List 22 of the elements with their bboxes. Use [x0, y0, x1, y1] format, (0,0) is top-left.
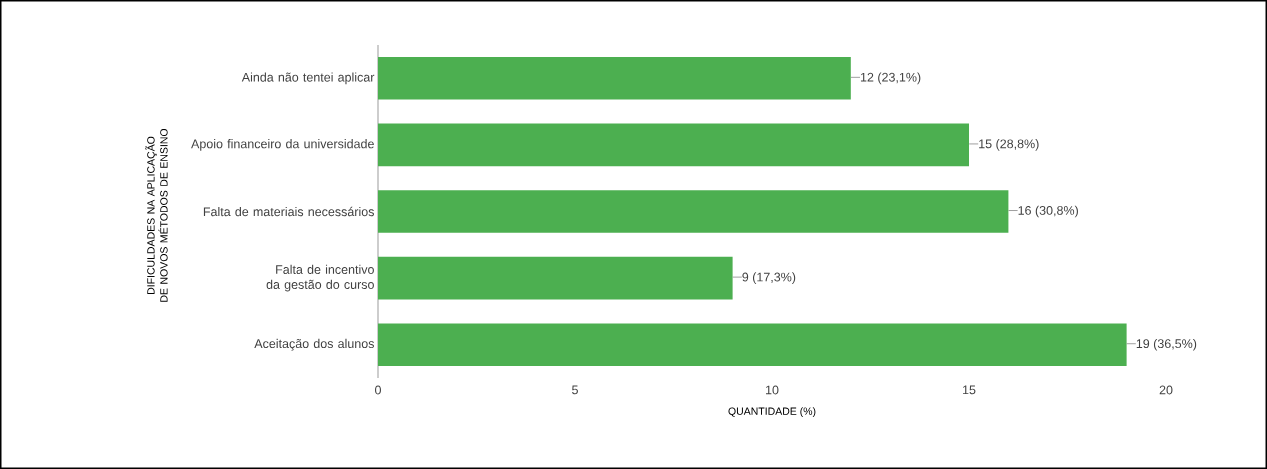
bar: [378, 323, 1127, 367]
y-tick-label: Aceitação dos alunos: [254, 338, 374, 351]
bar: [378, 56, 851, 100]
y-tick-label: Ainda não tentei aplicar: [241, 72, 375, 85]
x-tick-label: 0: [375, 385, 381, 395]
y-tick-label: Falta de materiais necessários: [203, 206, 374, 217]
data-label: 16 (30,8%): [1018, 205, 1078, 218]
bar: [378, 256, 733, 300]
y-tick-label: Apoio financeiro da universidade: [191, 139, 374, 151]
data-label: 15 (28,8%): [979, 139, 1039, 151]
y-axis-title: DIFICULDADES NA APLICAÇÃO DE NOVOS MÉTODOS DE ENSINO: [145, 128, 168, 302]
y-tick-label: Falta de incentivo da gestão do curso: [266, 264, 374, 292]
data-label: 12 (23,1%): [860, 72, 921, 85]
data-label: 19 (36,5%): [1136, 338, 1197, 351]
x-tick-label: 15: [963, 385, 976, 395]
bar: [378, 123, 970, 167]
x-tick-label: 20: [1159, 385, 1173, 395]
x-tick-label: 5: [572, 385, 578, 395]
data-label: 9 (17,3%): [742, 272, 796, 284]
x-axis-title: QUANTIDADE (%): [728, 407, 816, 417]
x-tick-label: 10: [766, 385, 779, 395]
bar: [378, 190, 1009, 233]
